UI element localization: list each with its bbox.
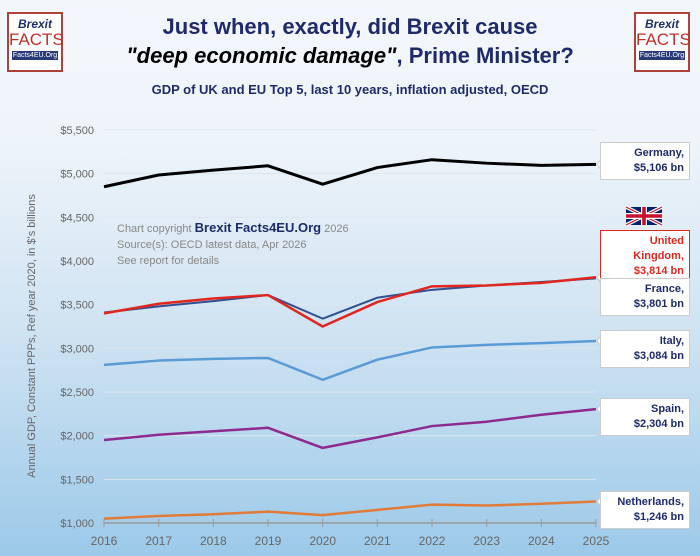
- y-tick-label: $5,500: [60, 125, 94, 137]
- y-tick-label: $2,500: [60, 387, 94, 399]
- y-tick-label: $2,000: [60, 431, 94, 443]
- series-line-germany: [103, 158, 597, 189]
- y-tick-label: $1,500: [60, 474, 94, 486]
- series-value: $3,814 bn: [633, 265, 684, 277]
- series-name: Netherlands: [617, 496, 681, 508]
- title-line-1: Just when, exactly, did Brexit cause: [162, 14, 538, 39]
- series-name: Germany: [634, 147, 681, 159]
- x-tick-label: 2018: [200, 534, 227, 548]
- y-tick-label: $4,500: [60, 212, 94, 224]
- logo-text: FACTS: [636, 30, 691, 49]
- title-line-2: "deep economic damage", Prime Minister?: [0, 43, 700, 69]
- series-value: $3,084 bn: [633, 350, 684, 362]
- logo-text: Brexit: [644, 17, 679, 31]
- uk-flag-icon: [626, 205, 662, 227]
- logo-text: FACTS: [9, 30, 64, 49]
- y-tick-label: $3,500: [60, 300, 94, 312]
- copyright-brand: Brexit Facts4EU.Org: [194, 220, 322, 235]
- label-netherlands: Netherlands, $1,246 bn: [600, 491, 690, 529]
- source-note: Source(s): OECD latest data, Apr 2026: [117, 239, 307, 251]
- label-uk: United Kingdom, $3,814 bn: [600, 230, 690, 283]
- logo-text: Brexit: [17, 17, 52, 31]
- label-italy: Italy, $3,084 bn: [600, 330, 690, 368]
- x-tick-label: 2022: [419, 534, 446, 548]
- subtitle: GDP of UK and EU Top 5, last 10 years, i…: [151, 82, 549, 97]
- label-germany: Germany, $5,106 bn: [600, 142, 690, 180]
- copyright-note: Chart copyright Brexit Facts4EU.Org 2026…: [117, 220, 349, 269]
- x-tick-label: 2016: [91, 534, 118, 548]
- series-line-united-kingdom: [103, 276, 597, 328]
- series-name: Spain: [650, 403, 681, 415]
- brexit-facts-logo-right: Brexit FACTS Facts4EU.Org: [634, 12, 691, 72]
- y-tick-label: $4,000: [60, 256, 94, 268]
- series-name: United Kingdom: [633, 235, 684, 262]
- copyright-prefix: Chart copyright: [117, 223, 192, 235]
- title-rest: , Prime Minister?: [396, 43, 574, 68]
- y-tick-label: $5,000: [60, 169, 94, 181]
- logo-text: Facts4EU.Org: [12, 51, 58, 60]
- series-line-italy: [103, 339, 597, 382]
- series-value: $3,801 bn: [633, 298, 684, 310]
- series-value: $2,304 bn: [633, 418, 684, 430]
- x-tick-label: 2017: [145, 534, 172, 548]
- series-name: France: [644, 283, 681, 295]
- series-line-spain: [103, 407, 597, 450]
- x-tick-label: 2021: [364, 534, 391, 548]
- x-tick-label: 2024: [528, 534, 555, 548]
- label-france: France, $3,801 bn: [600, 278, 690, 316]
- brexit-facts-logo-left: Brexit FACTS Facts4EU.Org: [7, 12, 64, 72]
- logo-text: Facts4EU.Org: [639, 51, 685, 60]
- label-spain: Spain, $2,304 bn: [600, 398, 690, 436]
- x-tick-label: 2025: [583, 534, 610, 548]
- series-value: $1,246 bn: [633, 511, 684, 523]
- x-tick-label: 2020: [309, 534, 336, 548]
- title-quote: "deep economic damage": [126, 43, 397, 68]
- series-value: $5,106 bn: [633, 162, 684, 174]
- x-tick-label: 2019: [255, 534, 282, 548]
- series-name: Italy: [659, 335, 681, 347]
- y-tick-label: $3,000: [60, 343, 94, 355]
- y-tick-label: $1,000: [60, 518, 94, 530]
- copyright-year: 2026: [324, 223, 349, 235]
- series-line-netherlands: [103, 500, 597, 520]
- x-tick-label: 2023: [473, 534, 500, 548]
- report-note: See report for details: [117, 255, 220, 267]
